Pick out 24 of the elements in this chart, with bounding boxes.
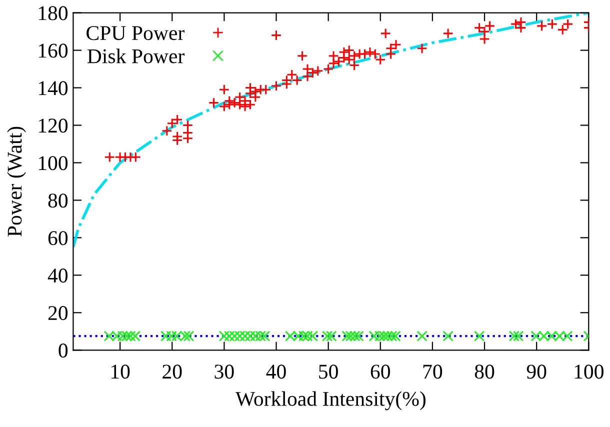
legend-label: Disk Power	[87, 48, 184, 64]
x-tick-label: 90	[526, 364, 546, 379]
x-tick-label: 40	[266, 364, 286, 379]
y-tick-label: 20	[48, 306, 68, 320]
y-tick-label: 40	[48, 268, 68, 283]
x-tick-label: 60	[370, 364, 390, 379]
x-tick-label: 20	[162, 364, 182, 379]
x-axis-title: Workload Intensity(%)	[235, 391, 426, 410]
x-tick-label: 10	[111, 364, 130, 379]
y-tick-label: 120	[38, 118, 68, 133]
y-axis-title: Power (Watt)	[7, 126, 26, 236]
y-tick-label: 0	[58, 344, 68, 358]
x-tick-label: 100	[574, 364, 604, 379]
y-tick-label: 60	[48, 231, 68, 246]
x-tick-label: 80	[474, 364, 494, 379]
x-tick-label: 30	[214, 364, 234, 379]
y-tick-label: 160	[38, 44, 68, 58]
legend-label: CPU Power	[86, 26, 184, 40]
y-tick-label: 100	[38, 156, 68, 170]
y-tick-label: 80	[48, 194, 68, 208]
x-tick-label: 50	[319, 364, 338, 379]
x-tick-label: 70	[423, 364, 442, 379]
y-tick-label: 140	[38, 81, 68, 96]
y-tick-label: 180	[38, 6, 68, 20]
